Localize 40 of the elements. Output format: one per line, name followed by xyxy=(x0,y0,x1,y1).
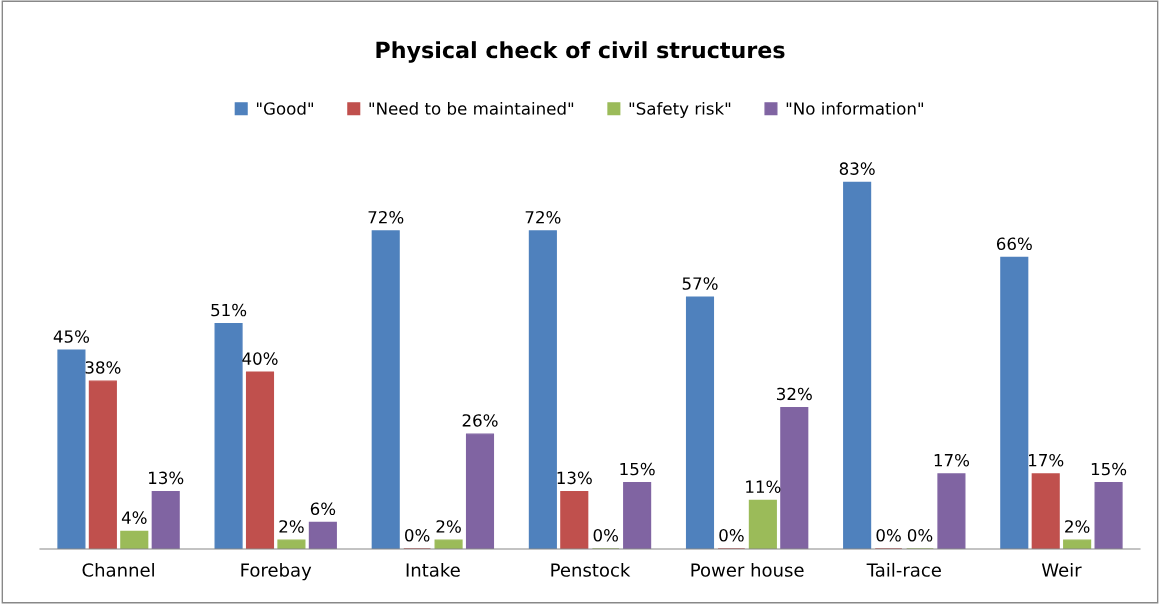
data-label: 66% xyxy=(996,237,1032,251)
x-tick-label: Tail-race xyxy=(866,562,941,577)
x-tick-label: Power house xyxy=(691,562,804,577)
data-label: 2% xyxy=(1065,520,1090,533)
x-tick-label: Forebay xyxy=(241,562,312,581)
data-label: 13% xyxy=(149,471,184,485)
data-label: 0% xyxy=(876,529,901,542)
data-label: 0% xyxy=(907,529,933,542)
x-tick-label: Weir xyxy=(1041,562,1082,577)
data-label: 2% xyxy=(279,520,304,533)
data-label: 15% xyxy=(620,462,655,476)
data-label: 13% xyxy=(557,471,592,485)
legend-label: "Need to be maintained" xyxy=(369,101,574,115)
data-label: 4% xyxy=(121,511,147,524)
data-label: 26% xyxy=(462,414,498,427)
data-label: 72% xyxy=(368,210,404,224)
data-label: 6% xyxy=(310,502,336,516)
x-tick-label: Channel xyxy=(82,562,154,577)
chart-title: Physical check of civil structures xyxy=(376,41,785,63)
data-label: 32% xyxy=(777,387,812,401)
data-label: 0% xyxy=(593,529,619,542)
x-tick-label: Penstock xyxy=(551,562,631,577)
data-label: 40% xyxy=(242,352,278,365)
data-label: 17% xyxy=(934,453,970,467)
legend-label: "Safety risk" xyxy=(629,101,731,119)
data-label: 72% xyxy=(525,210,561,224)
data-label: 0% xyxy=(719,529,744,542)
data-label: 38% xyxy=(85,361,121,374)
data-label: 11% xyxy=(746,480,781,494)
data-label: 45% xyxy=(53,330,90,343)
data-label: 17% xyxy=(1029,453,1064,467)
x-tick-label: Intake xyxy=(406,562,460,577)
data-label: 0% xyxy=(405,529,430,542)
legend-label: "Good" xyxy=(256,101,313,115)
data-label: 15% xyxy=(1091,462,1127,476)
data-label: 51% xyxy=(211,303,247,317)
data-label: 57% xyxy=(682,277,718,290)
data-label: 83% xyxy=(839,162,875,175)
data-label: 2% xyxy=(436,520,461,533)
legend-label: "No information" xyxy=(786,101,924,115)
